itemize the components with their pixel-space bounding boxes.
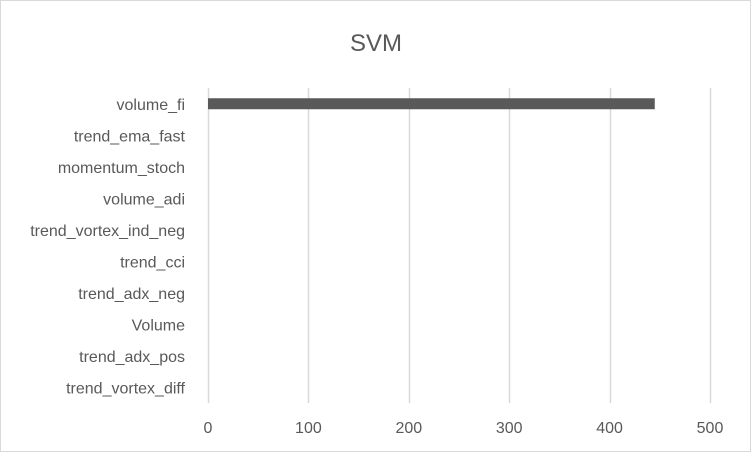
category-label: volume_adi [103, 191, 185, 208]
category-label: trend_vortex_diff [66, 380, 185, 397]
category-labels: volume_fi trend_ema_fast momentum_stochvol… [30, 97, 185, 398]
x-tick-label: 500 [697, 420, 724, 437]
category-label: momentum_stoch [58, 160, 185, 177]
grid-lines [207, 88, 712, 403]
category-label: trend_vortex_ind_neg [30, 223, 185, 240]
category-label: trend_ema_fast [74, 128, 186, 145]
chart-title: SVM [350, 30, 402, 57]
bar [208, 98, 655, 110]
category-label: Volume [132, 317, 185, 334]
x-tick-label: 200 [395, 420, 422, 437]
x-tick-label: 0 [204, 420, 213, 437]
x-tick-label: 100 [295, 420, 322, 437]
category-label: trend_cci [120, 254, 185, 271]
category-label: trend_adx_neg [78, 286, 185, 303]
category-label: volume_fi [117, 97, 185, 114]
x-tick-label: 400 [596, 420, 623, 437]
x-tick-labels: 0 100 200 300 400 500 [204, 420, 724, 437]
category-label: trend_adx_pos [79, 349, 185, 366]
bars [208, 98, 655, 110]
x-tick-label: 300 [496, 420, 523, 437]
